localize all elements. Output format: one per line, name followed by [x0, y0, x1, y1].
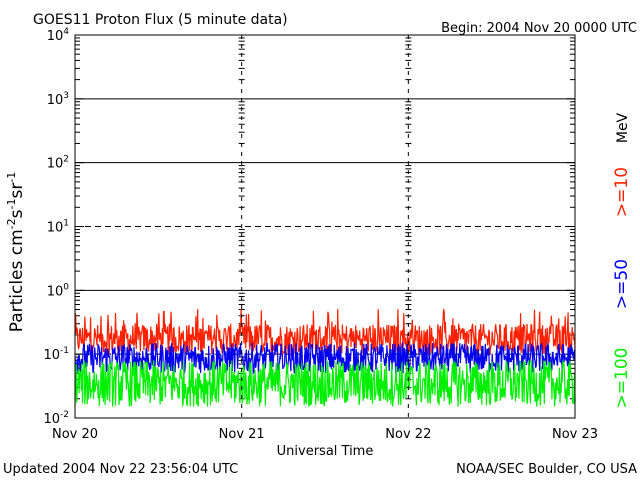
legend-ge100: >=100 — [612, 348, 632, 409]
series-lines — [74, 308, 576, 407]
y-tick-label: 10-1 — [43, 346, 69, 363]
svg-text:Particles cm-2s-1sr-1: Particles cm-2s-1sr-1 — [5, 172, 27, 333]
y-tick-label: 102 — [47, 155, 69, 172]
updated-timestamp: Updated 2004 Nov 22 23:56:04 UTC — [3, 462, 238, 477]
source-label: NOAA/SEC Boulder, CO USA — [456, 462, 637, 477]
y-tick-label: 101 — [47, 219, 69, 236]
x-tick-label: Nov 22 — [385, 427, 431, 442]
begin-time-label: Begin: 2004 Nov 20 0000 UTC — [441, 21, 637, 36]
chart-title: GOES11 Proton Flux (5 minute data) — [33, 12, 288, 28]
series-line — [74, 359, 576, 407]
x-tick-label: Nov 21 — [219, 427, 265, 442]
y-axis-label: Particles cm-2s-1sr-1 — [5, 172, 27, 333]
series-line — [74, 308, 576, 355]
unit-label: MeV — [615, 112, 631, 143]
x-tick-label: Nov 20 — [52, 427, 98, 442]
y-tick-label: 10-2 — [43, 410, 69, 427]
x-axis-label: Universal Time — [277, 444, 374, 459]
x-tick-label: Nov 23 — [552, 427, 598, 442]
legend-ge50: >=50 — [612, 259, 632, 309]
y-tick-label: 103 — [47, 91, 69, 108]
plot-frame — [74, 34, 576, 419]
plot-border — [74, 34, 576, 419]
legend-ge10: >=10 — [612, 167, 632, 217]
x-tick-labels: Nov 20 Nov 21 Nov 22 Nov 23 — [52, 427, 598, 442]
y-tick-label: 100 — [47, 282, 70, 299]
y-tick-label: 104 — [47, 27, 70, 44]
y-tick-labels: 10-2 10-1 100 101 102 103 104 — [43, 27, 69, 427]
